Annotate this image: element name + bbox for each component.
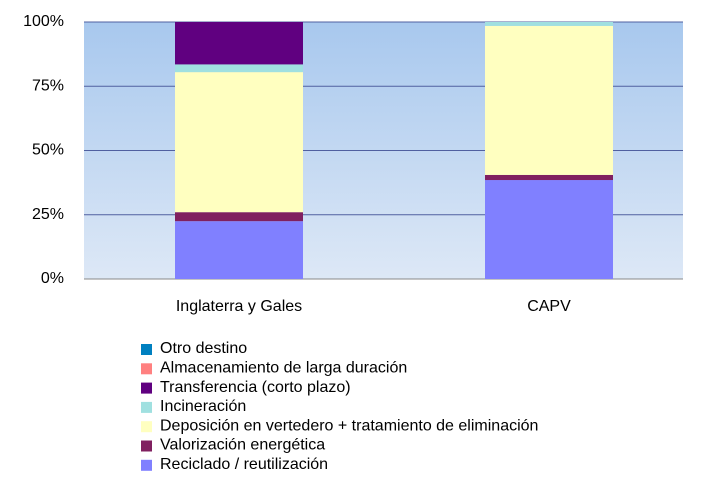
- bar-segment: [175, 64, 303, 73]
- bar-segment: [175, 22, 303, 65]
- x-tick-label: CAPV: [527, 298, 571, 315]
- legend-label: Deposición en vertedero + tratamiento de…: [160, 417, 538, 434]
- legend-swatch: [141, 459, 152, 471]
- bar-segment: [485, 22, 613, 26]
- legend-label: Reciclado / reutilización: [160, 456, 328, 473]
- bar-segment: [485, 180, 613, 279]
- legend-swatch: [141, 363, 152, 375]
- legend-label: Almacenamiento de larga duración: [160, 360, 407, 377]
- legend-swatch: [141, 440, 152, 452]
- x-tick-label: Inglaterra y Gales: [176, 298, 302, 315]
- legend-swatch: [141, 421, 152, 433]
- bar-segment: [485, 25, 613, 175]
- bar-segment: [175, 221, 303, 279]
- y-tick-label: 75%: [32, 77, 64, 94]
- y-tick-label: 25%: [32, 206, 64, 223]
- legend-swatch: [141, 382, 152, 394]
- legend-swatch: [141, 344, 152, 355]
- legend-label: Transferencia (corto plazo): [160, 379, 351, 396]
- legend-label: Incineración: [160, 398, 246, 415]
- bar-segment: [175, 212, 303, 222]
- y-tick-label: 0%: [41, 270, 64, 287]
- y-tick-label: 50%: [32, 142, 64, 159]
- legend-swatch: [141, 401, 152, 413]
- bar-segment: [175, 72, 303, 213]
- legend-label: Otro destino: [160, 340, 247, 357]
- bar-segment: [485, 174, 613, 181]
- y-tick-label: 100%: [23, 13, 64, 30]
- legend-label: Valorización energética: [160, 437, 325, 454]
